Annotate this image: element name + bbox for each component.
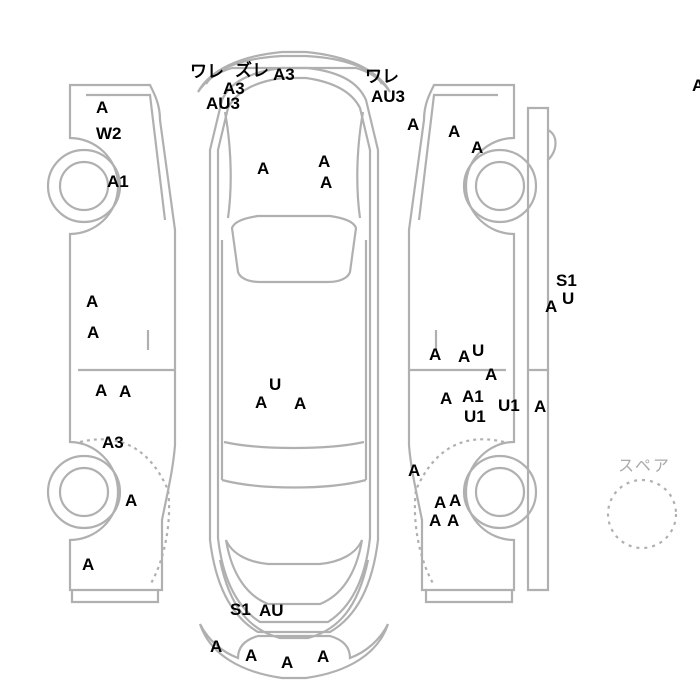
inspection-label: A (447, 512, 459, 529)
inspection-label: A (449, 492, 461, 509)
inspection-label: W2 (96, 125, 122, 142)
outer-pillars (528, 108, 556, 590)
inspection-label: U1 (498, 397, 520, 414)
inspection-label: A (255, 394, 267, 411)
inspection-label: A (485, 366, 497, 383)
inspection-label: A (210, 638, 222, 655)
spare-label: スペア (618, 452, 671, 476)
inspection-label: A (429, 346, 441, 363)
inspection-label: A (408, 462, 420, 479)
inspection-label: A (458, 348, 470, 365)
inspection-label: AU (259, 602, 284, 619)
inspection-label: A3 (273, 66, 295, 83)
inspection-label: A (440, 390, 452, 407)
inspection-label: ワレ (365, 68, 399, 85)
inspection-label: A (125, 492, 137, 509)
inspection-label: A (96, 99, 108, 116)
inspection-label: U (562, 290, 574, 307)
inspection-label: ズレ (235, 62, 269, 79)
inspection-label: A (317, 648, 329, 665)
inspection-label: A (407, 116, 419, 133)
inspection-label: A (545, 298, 557, 315)
inspection-label: A1 (462, 388, 484, 405)
inspection-label: A (471, 139, 483, 156)
inspection-label: U (269, 376, 281, 393)
inspection-label: S1 (230, 601, 251, 618)
inspection-label: A (245, 647, 257, 664)
inspection-label: U1 (464, 408, 486, 425)
inspection-label: A (119, 383, 131, 400)
inspection-label: A (534, 398, 546, 415)
inspection-label: A (434, 494, 446, 511)
inspection-label: A (692, 77, 700, 94)
inspection-label: U (472, 342, 484, 359)
left-side-view (48, 85, 175, 602)
inspection-label: A (87, 324, 99, 341)
spare-tire-circle (608, 480, 676, 548)
inspection-label: S1 (556, 272, 577, 289)
inspection-label: A (294, 395, 306, 412)
inspection-label: A (82, 556, 94, 573)
inspection-label: A (429, 512, 441, 529)
inspection-label: A (257, 160, 269, 177)
inspection-label: A1 (107, 173, 129, 190)
inspection-label: A (448, 123, 460, 140)
top-view (198, 52, 390, 678)
inspection-label: A (95, 382, 107, 399)
inspection-label: A (318, 153, 330, 170)
inspection-label: AU3 (371, 88, 405, 105)
inspection-label: ワレ (190, 63, 224, 80)
inspection-label: AU3 (206, 95, 240, 112)
inspection-label: A3 (102, 434, 124, 451)
inspection-label: A (86, 293, 98, 310)
inspection-label: A (281, 654, 293, 671)
inspection-label: A (320, 174, 332, 191)
